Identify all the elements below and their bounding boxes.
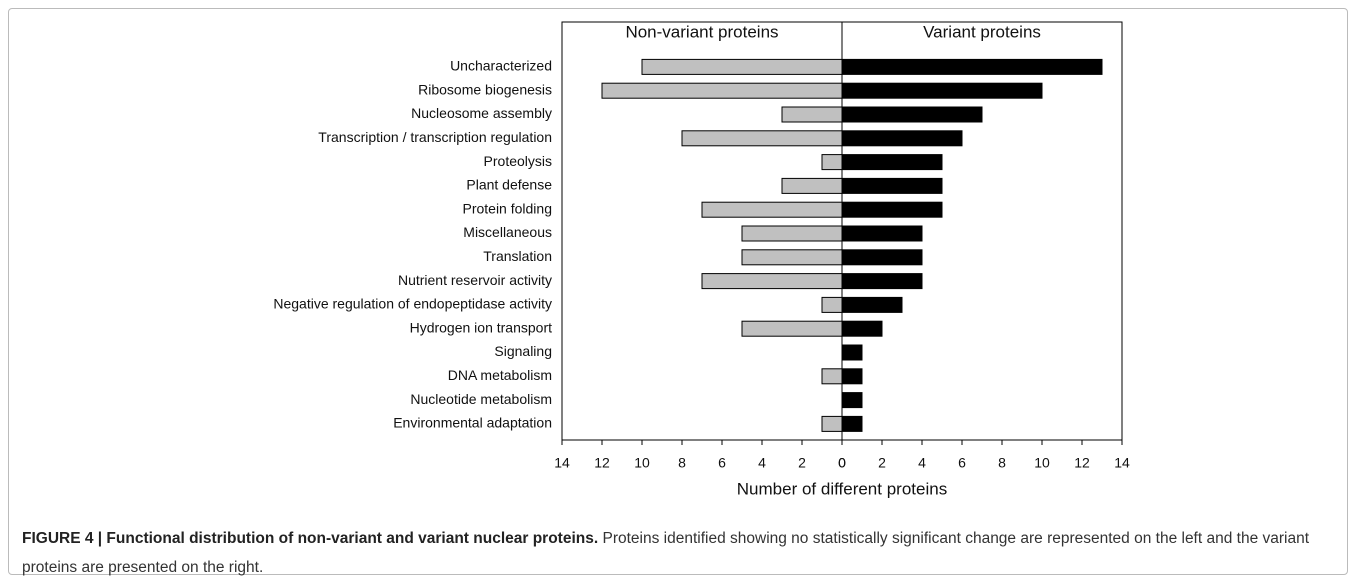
x-tick-label: 4 [758, 455, 766, 471]
figure-frame [8, 8, 1348, 575]
category-label: Protein folding [462, 200, 552, 216]
bar [841, 154, 943, 171]
x-tick-label: 2 [878, 455, 886, 471]
x-tick-label: 14 [1114, 455, 1130, 471]
caption-label: FIGURE 4 | Functional distribution of no… [22, 530, 599, 547]
bar [601, 82, 843, 99]
bar [701, 201, 843, 218]
x-axis-label: Number of different proteins [737, 479, 947, 498]
x-tick-label: 12 [594, 455, 610, 471]
category-label: Environmental adaptation [393, 415, 552, 431]
bar [841, 225, 923, 242]
bar [841, 106, 983, 123]
category-label: Plant defense [466, 177, 552, 193]
x-tick-label: 6 [718, 455, 726, 471]
x-tick-label: 8 [678, 455, 686, 471]
x-tick-label: 6 [958, 455, 966, 471]
category-label: Nutrient reservoir activity [398, 272, 552, 288]
category-label: Proteolysis [484, 153, 552, 169]
bar [821, 154, 843, 171]
bar [841, 130, 963, 147]
category-label: Signaling [494, 343, 552, 359]
bar [741, 320, 843, 337]
x-tick-label: 0 [838, 455, 846, 471]
bar [781, 177, 843, 194]
x-tick-label: 2 [798, 455, 806, 471]
bar [841, 273, 923, 290]
x-tick-label: 8 [998, 455, 1006, 471]
bar [841, 368, 863, 385]
bar [841, 392, 863, 409]
series-label: Variant proteins [923, 22, 1041, 41]
bar [741, 225, 843, 242]
category-label: Negative regulation of endopeptidase act… [273, 296, 552, 312]
bar [841, 296, 903, 313]
bar [841, 249, 923, 266]
bar [701, 273, 843, 290]
category-label: Uncharacterized [450, 58, 552, 74]
bar [841, 344, 863, 361]
bar [741, 249, 843, 266]
chart: Number of different proteins 002 24 46 68 81… [273, 21, 1130, 498]
x-tick-label: 10 [1034, 455, 1050, 471]
x-tick-label: 14 [554, 455, 570, 471]
category-label: Hydrogen ion transport [410, 319, 553, 335]
bar [641, 58, 843, 75]
bar [841, 58, 1103, 75]
caption-text: Proteins identified showing no statistic… [22, 530, 1310, 576]
bar [841, 177, 943, 194]
category-label: Ribosome biogenesis [418, 81, 552, 97]
bar [821, 415, 843, 432]
x-tick-label: 4 [918, 455, 926, 471]
bar [841, 82, 1043, 99]
bar [841, 415, 863, 432]
caption: FIGURE 4 | Functional distribution of no… [22, 524, 1332, 582]
bar [821, 296, 843, 313]
bar [841, 201, 943, 218]
x-tick-label: 10 [634, 455, 650, 471]
category-label: Nucleotide metabolism [410, 391, 552, 407]
category-label: Transcription / transcription regulation [318, 129, 552, 145]
category-label: Miscellaneous [463, 224, 552, 240]
bar [841, 320, 883, 337]
category-label: Nucleosome assembly [411, 105, 552, 121]
x-tick-label: 12 [1074, 455, 1090, 471]
bar [821, 368, 843, 385]
series-label: Non-variant proteins [625, 22, 778, 41]
bar [681, 130, 843, 147]
x-tick-label: 0 [838, 455, 846, 471]
bar [781, 106, 843, 123]
category-label: Translation [483, 248, 552, 264]
category-label: DNA metabolism [448, 367, 552, 383]
